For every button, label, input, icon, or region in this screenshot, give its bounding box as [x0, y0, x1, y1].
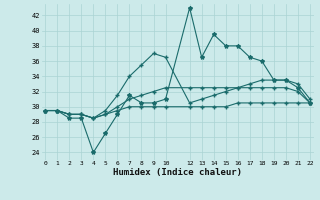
X-axis label: Humidex (Indice chaleur): Humidex (Indice chaleur) — [113, 168, 242, 177]
